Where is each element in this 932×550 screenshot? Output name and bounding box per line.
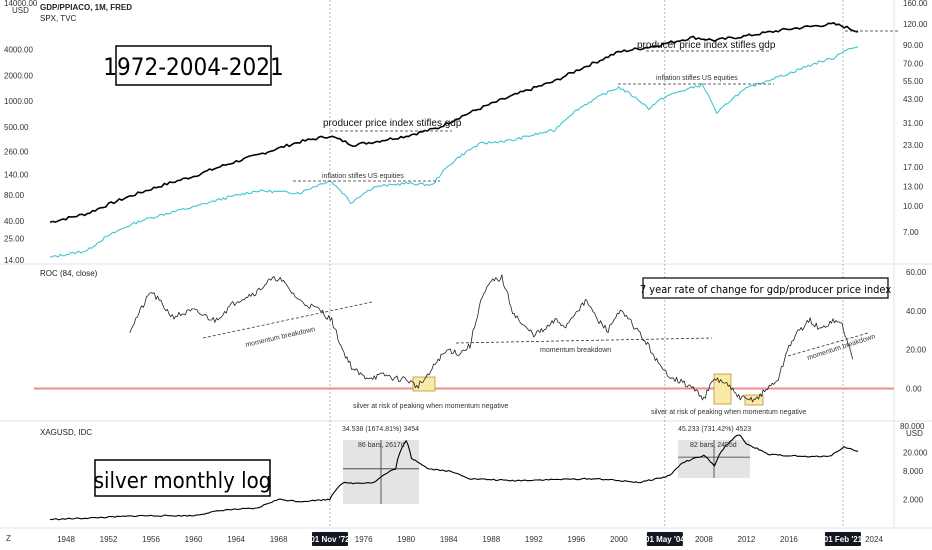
left-axis-tick: 260.00 [4, 147, 29, 156]
time-axis-tick: 1948 [57, 535, 75, 544]
measure-2-stats: 45.233 (731.42%) 4523 [678, 426, 751, 433]
silver-axis-tick: 8.000 [903, 467, 924, 476]
silver-title-box: silver monthly log [94, 459, 272, 497]
time-axis-tick: 1980 [397, 535, 415, 544]
left-axis-tick: 500.00 [4, 123, 29, 132]
right-axis-tick: 13.00 [903, 183, 924, 192]
spx-ticker-label[interactable]: SPX, TVC [40, 14, 77, 23]
time-axis-tick: 2012 [738, 535, 756, 544]
spx-line[interactable] [50, 46, 859, 258]
left-axis-tick: 40.00 [4, 217, 25, 226]
xag-axis-unit: USD [906, 429, 923, 438]
right-axis-tick: 90.00 [903, 41, 924, 50]
silver-risk-annotation-2: silver at risk of peaking when momentum … [651, 409, 806, 416]
right-axis-tick: 7.00 [903, 228, 919, 237]
left-axis-tick: 2000.00 [4, 71, 33, 80]
left-axis-tick: 4000.00 [4, 46, 33, 55]
left-axis-top-value: 14000.00 [4, 0, 38, 8]
left-axis-tick: 80.00 [4, 191, 25, 200]
left-axis-tick: 140.00 [4, 170, 29, 179]
time-axis-tick: 1968 [270, 535, 288, 544]
date-marker-label: 01 May '04 [645, 535, 685, 544]
date-marker-box [311, 532, 348, 546]
time-axis-tick: 1988 [482, 535, 500, 544]
time-axis-tick: 1992 [525, 535, 543, 544]
time-axis-tick: 2016 [780, 535, 798, 544]
ppi-annotation-1: producer price index stifles gdp [323, 118, 462, 129]
roc-line[interactable] [129, 274, 854, 403]
right-axis-tick: 10.00 [903, 202, 924, 211]
left-axis-unit: USD [12, 6, 29, 15]
date-marker-label: 01 Nov '72 [310, 535, 350, 544]
highlight-box [713, 373, 732, 405]
annotation-dashed-lines [202, 30, 900, 357]
highlight-box [412, 376, 436, 392]
time-axis-tick: 1960 [185, 535, 203, 544]
measure-1-stats: 34.538 (1674.81%) 3454 [342, 426, 419, 433]
roc-axis-tick: 40.00 [906, 307, 927, 316]
silver-line[interactable] [50, 434, 859, 521]
log-scale-toggle[interactable]: Z [6, 534, 11, 543]
momentum-annotation-1: momentum breakdown [245, 326, 316, 349]
gdp-ppi-line[interactable] [49, 22, 859, 224]
date-marker-box [646, 532, 683, 546]
roc-axis-tick: 60.00 [906, 268, 927, 277]
silver-axis-tick: 20.000 [903, 448, 928, 457]
inflation-annotation-1: inflation stifles US equities [322, 173, 404, 180]
time-axis[interactable]: 1948 1952 1956 1960 1964 1968 1976 1980 1984 1988… [57, 535, 883, 544]
left-axis-tick: 14.00 [4, 256, 25, 265]
time-axis-tick: 2008 [695, 535, 713, 544]
measure-2-bars: 82 bars, 2495d [690, 442, 737, 449]
measure-1-bars: 86 bars, 2617d [358, 442, 405, 449]
time-axis-tick: 1956 [142, 535, 160, 544]
right-axis-tick: 17.00 [903, 163, 924, 172]
date-marker-label: 01 Feb '21 [824, 535, 863, 544]
date-guide-lines [329, 0, 844, 528]
time-axis-tick: 2024 [865, 535, 883, 544]
date-marker-box [824, 532, 861, 546]
series-group [49, 22, 859, 521]
time-axis-tick: 1964 [227, 535, 245, 544]
date-markers: 01 Nov '72 01 May '04 01 Feb '21 [310, 532, 863, 546]
right-axis-tick: 120.00 [903, 20, 928, 29]
xag-axis-top-value: 80.000 [900, 422, 925, 431]
right-axis-tick: 70.00 [903, 59, 924, 68]
time-axis-tick: 1996 [567, 535, 585, 544]
time-axis-tick: 1984 [440, 535, 458, 544]
left-axis-tick: 25.00 [4, 234, 25, 243]
main-title-box: 1972-2004-2021 [103, 45, 284, 86]
right-axis-roc[interactable]: 0.00 20.00 40.00 60.00 [906, 268, 927, 394]
right-axis-tick: 160.00 [903, 0, 928, 8]
main-title-text: 1972-2004-2021 [103, 53, 283, 81]
ppi-annotation-2: producer price index stifles gdp [637, 40, 776, 51]
roc-axis-tick: 20.00 [906, 346, 927, 355]
right-axis-tick: 23.00 [903, 141, 924, 150]
silver-risk-annotation-1: silver at risk of peaking when momentum … [353, 403, 508, 410]
right-axis-tick: 43.00 [903, 95, 924, 104]
left-axis-tick: 1000.00 [4, 97, 33, 106]
right-axis-silver[interactable]: 2.000 8.000 20.000 [903, 448, 928, 504]
measure-boxes [343, 440, 750, 504]
time-axis-tick: 1952 [100, 535, 118, 544]
right-price-axis-top[interactable]: 7.00 10.00 13.00 17.00 23.00 31.00 43.00 55.00 7… [903, 0, 928, 237]
roc-description-text: 7 year rate of change for gdp/producer p… [640, 283, 892, 296]
time-axis-tick: 2000 [610, 535, 628, 544]
time-axis-tick: 1976 [355, 535, 373, 544]
left-price-axis[interactable]: 14.00 25.00 40.00 80.00 140.00 260.00 500.00 10… [4, 46, 33, 265]
inflation-annotation-2: inflation stifles US equities [656, 75, 738, 82]
roc-description-box: 7 year rate of change for gdp/producer p… [640, 277, 892, 299]
roc-pane-title[interactable]: ROC (84, close) [40, 269, 98, 278]
right-axis-tick: 55.00 [903, 77, 924, 86]
roc-axis-tick: 0.00 [906, 385, 922, 394]
right-axis-tick: 31.00 [903, 119, 924, 128]
gdp-ticker-label[interactable]: GDP/PPIACO, 1M, FRED [40, 3, 132, 12]
xag-pane-title[interactable]: XAGUSD, IDC [40, 428, 92, 437]
silver-axis-tick: 2.000 [903, 495, 924, 504]
momentum-annotation-2: momentum breakdown [540, 347, 611, 354]
silver-title-text: silver monthly log [94, 469, 272, 494]
